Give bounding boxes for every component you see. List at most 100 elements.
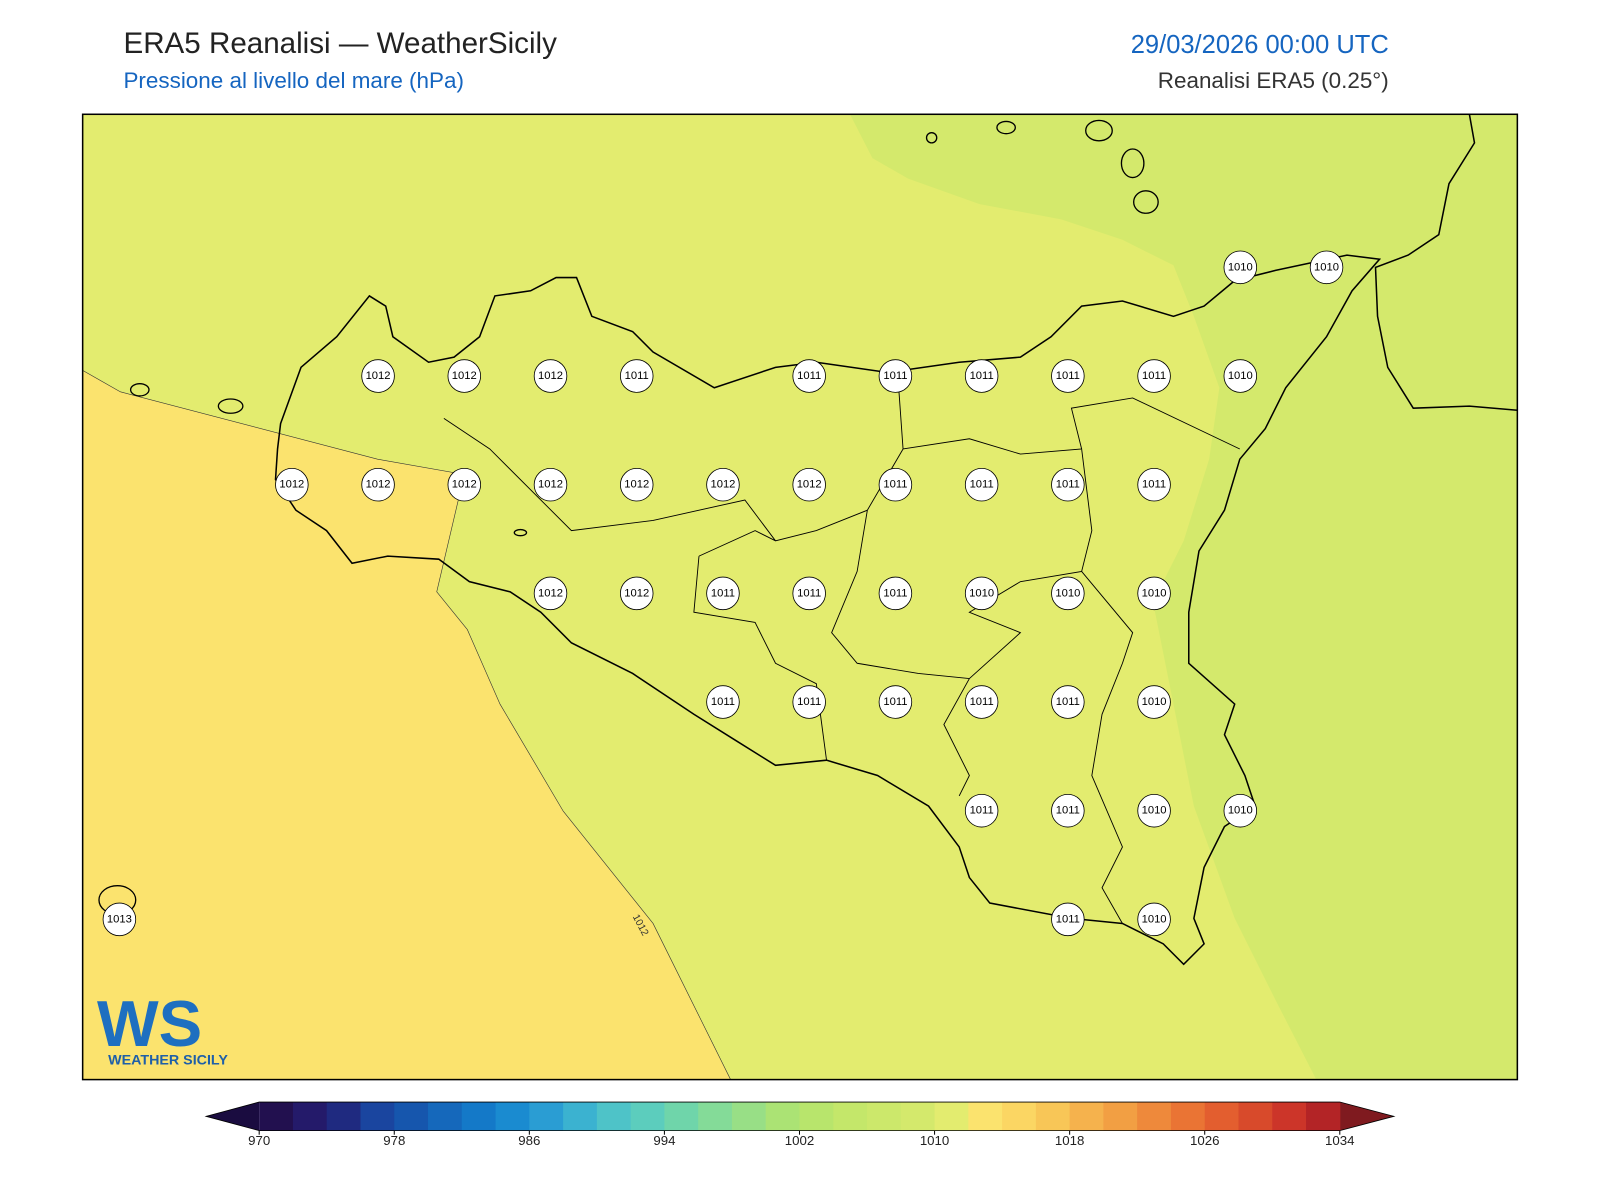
station-value: 1010 [1228,805,1253,817]
colorbar-bin [563,1102,598,1131]
calabria-coast [1374,114,1518,411]
colorbar-bin [799,1102,834,1131]
station-value: 1011 [883,479,907,491]
station-marker [533,576,568,611]
station-value: 1011 [1056,479,1080,491]
station-value: 1011 [797,587,821,599]
station-marker [792,685,826,719]
colorbar-bin [394,1102,429,1131]
station-value: 1011 [1142,479,1166,491]
station-value: 1010 [969,587,994,599]
islands [98,119,1159,915]
station-value: 1011 [797,696,821,708]
station-value: 1013 [107,913,132,925]
colorbar-bin [529,1102,564,1131]
station-marker [361,359,395,393]
station-value: 1011 [1056,696,1080,708]
station-marker [447,467,482,502]
colorbar-under [206,1102,260,1131]
station-marker [1051,359,1085,393]
map-frame [81,113,1519,1081]
station-value: 1011 [1056,805,1080,817]
station-marker [620,576,654,611]
station-value: 1012 [366,370,391,382]
station-marker [447,359,482,393]
colorbar: 970 978 986 994 1002 1010 1018 1026 1034 [204,1101,1396,1148]
station-marker [361,467,395,502]
station-value: 1011 [711,587,735,599]
station-value: 1012 [538,479,563,491]
station-value: 1011 [970,696,994,708]
station-marker [964,685,999,719]
station-value: 1010 [1314,261,1339,273]
station-value: 1012 [624,479,649,491]
colorbar-bin [326,1102,362,1131]
station-value: 1012 [538,587,563,599]
colorbar-bin [1272,1102,1307,1131]
station-marker [1051,685,1085,719]
colorbar-bin [934,1102,969,1131]
field-1008 [850,114,1518,1080]
colorbar-bin [833,1102,868,1131]
colorbar-bin [1103,1102,1138,1131]
station-value: 1012 [452,479,477,491]
colorbar-bin [292,1102,328,1131]
station-marker [1137,793,1171,828]
field-1012 [82,370,731,1080]
station-value: 1012 [538,370,563,382]
station-marker [792,576,826,611]
station-value: 1010 [1142,805,1167,817]
station-marker [1137,359,1171,393]
colorbar-tick-label: 994 [653,1133,675,1148]
source: Reanalisi ERA5 (0.25°) [1158,68,1389,93]
station-marker [964,576,999,611]
station-marker [1051,902,1085,937]
station-value: 1012 [279,479,304,491]
colorbar-tick-label: 1034 [1325,1133,1354,1148]
colorbar-tick-label: 978 [383,1133,405,1148]
station-marker [878,359,913,393]
station-value: 1012 [797,479,822,491]
province-borders [443,377,1240,924]
colorbar-bin [495,1102,530,1131]
colorbar-bin [1137,1102,1172,1131]
colorbar-bin [259,1102,294,1131]
station-marker [792,359,826,393]
colorbar-tick-label: 1002 [785,1133,814,1148]
station-value: 1011 [797,370,821,382]
station-marker [1137,902,1171,937]
colorbar-bin [900,1102,936,1131]
station-value: 1010 [1228,370,1253,382]
station-marker [706,467,740,502]
title: ERA5 Reanalisi — WeatherSicily [123,27,557,60]
station-marker [275,467,309,502]
station-marker [964,467,999,502]
colorbar-bin [1238,1102,1273,1131]
station-marker [533,359,568,393]
station-marker [1137,685,1171,719]
colorbar-bin [596,1102,632,1131]
colorbar-tick-label: 970 [248,1133,270,1148]
subtitle: Pressione al livello del mare (hPa) [123,68,463,93]
station-marker [1223,793,1258,828]
station-marker [1137,467,1171,502]
station-marker [878,576,913,611]
station-value: 1011 [883,587,907,599]
colorbar-bin [731,1102,767,1131]
colorbar-bin [428,1102,463,1131]
station-value: 1012 [452,370,477,382]
station-value: 1010 [1142,913,1167,925]
colorbar-bin [630,1102,665,1131]
station-marker [533,467,568,502]
station-value: 1011 [1056,913,1080,925]
colorbar-bin [1035,1102,1071,1131]
station-marker [1137,576,1171,611]
colorbar-bin [1170,1102,1206,1131]
station-marker [1051,793,1085,828]
colorbar-bin [1204,1102,1239,1131]
station-value: 1011 [1056,370,1080,382]
datetime: 29/03/2026 00:00 UTC [1131,31,1389,59]
colorbar-bin [1306,1102,1341,1131]
map-area: 1012 1010 1010 1012 1012 1012 1011 1011 1011 101… [82,114,1518,1080]
station-marker [620,467,654,502]
